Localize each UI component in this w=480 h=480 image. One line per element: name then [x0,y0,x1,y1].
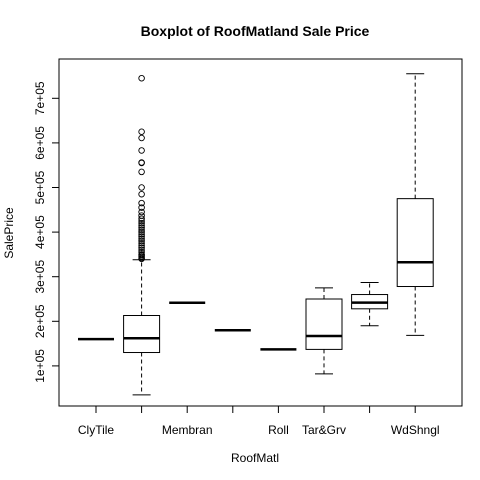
outlier-point [138,219,145,227]
outlier-point [138,235,145,243]
outlier-point [138,215,145,222]
chart-title: Boxplot of RoofMatland Sale Price [141,23,370,39]
outlier-point [138,244,145,251]
x-tick-label: Membran [162,423,213,437]
box-iqr [123,315,161,354]
outlier-point [138,204,145,211]
x-tick-label: Roll [268,423,289,437]
y-tick-label: 3e+05 [33,260,47,294]
x-axis: ClyTile Membran Roll Tar&Grv WdShngl [78,405,440,437]
box-wdshngl [396,73,434,336]
box-tar-grv [305,287,343,375]
x-tick-label: WdShngl [391,423,440,437]
box-iqr [305,298,343,350]
outlier-point [138,147,145,154]
y-tick-label: 6e+05 [33,126,47,160]
outlier-point [138,248,145,256]
box-iqr [396,198,434,288]
outlier-point [138,228,145,236]
outlier-point [138,190,145,198]
y-tick-label: 2e+05 [33,304,47,338]
outlier-point [138,239,145,247]
outlier-point [138,168,145,176]
outlier-point [138,134,145,142]
outlier-point [138,224,145,231]
y-axis-label: SalePrice [2,207,16,259]
x-tick-label: Tar&Grv [302,423,346,437]
outlier-point [138,226,145,234]
boxes [78,73,434,396]
y-tick-label: 1e+05 [33,349,47,383]
outlier-point [138,208,145,216]
box-wdshake [351,281,389,327]
y-tick-label: 4e+05 [33,215,47,249]
outlier-point [138,222,145,229]
outlier-point [138,251,145,258]
outlier-point [138,246,145,254]
outlier-point [138,237,145,245]
x-axis-label: RoofMatl [231,451,279,465]
y-axis: 1e+05 2e+05 3e+05 4e+05 5e+05 6e+05 7e+05 [33,81,60,383]
outlier-point [138,233,145,240]
outlier-point [138,242,145,249]
box-compshg [123,74,161,396]
outlier-point [138,128,145,135]
outlier-point [138,74,145,82]
outlier-point [138,184,145,191]
x-tick-label: ClyTile [78,423,115,437]
y-tick-label: 7e+05 [33,81,47,115]
outlier-point [138,231,145,238]
outlier-point [138,159,145,166]
plot-frame [58,58,463,407]
y-tick-label: 5e+05 [33,170,47,204]
outlier-point [138,212,145,219]
outlier-point [138,199,145,207]
